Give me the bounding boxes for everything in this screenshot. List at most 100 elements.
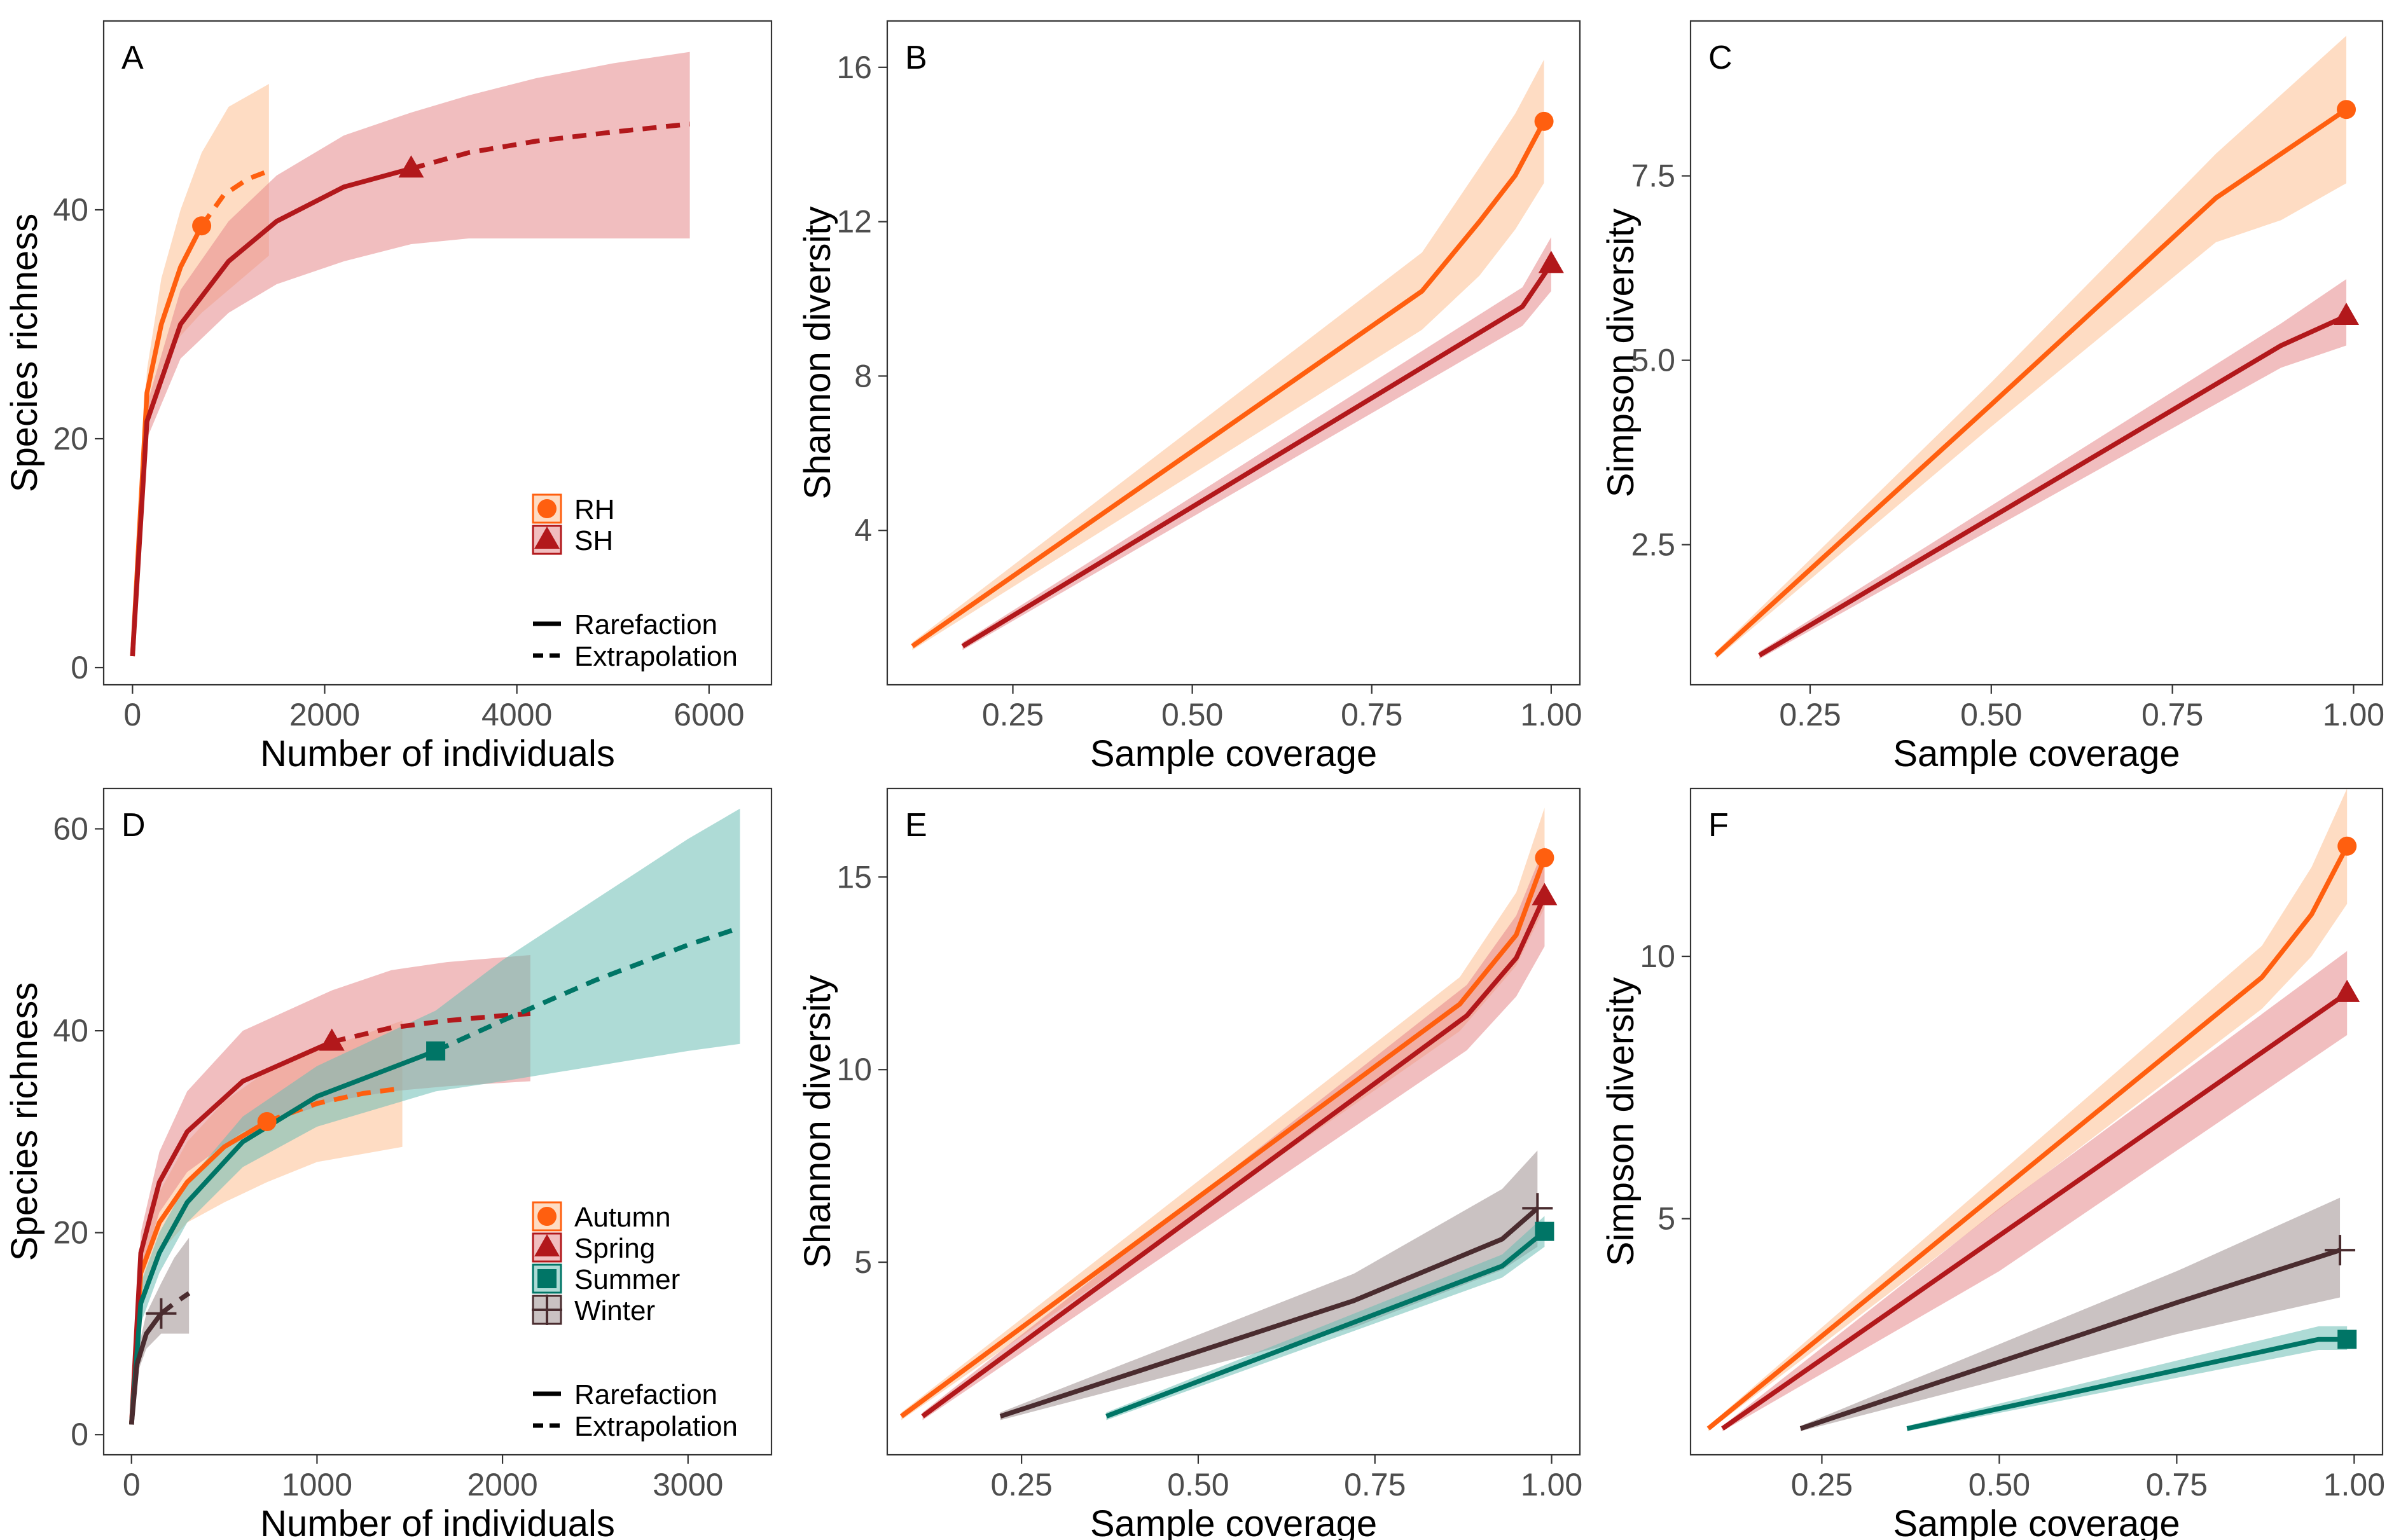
panel-D: 0 1000 2000 3000 0 20 40 60 Number of individual… (4, 787, 773, 1540)
x-tick-label: 2000 (467, 1467, 537, 1502)
marker-A-0-circle (192, 216, 212, 236)
marker-E-1-triangle (1532, 883, 1558, 905)
y-tick-label: 2.5 (1631, 527, 1675, 563)
x-tick-label: 1.00 (2323, 1467, 2385, 1502)
legend-label: Rarefaction (574, 609, 717, 640)
x-tick-label: 2000 (289, 697, 360, 732)
panel-F: 0.25 0.50 0.75 1.00 5 10 Sample coverage Simpso… (1600, 787, 2385, 1540)
ci-band-summer (1106, 1216, 1545, 1420)
y-axis-title: Shannon diversity (797, 975, 838, 1268)
x-tick-label: 0.50 (1960, 697, 2022, 732)
legend-label: Spring (574, 1233, 655, 1264)
rarefaction-line-spring (129, 1040, 333, 1425)
marker-F-1-triangle (2334, 979, 2360, 1002)
ci-band-sh (962, 237, 1551, 650)
y-tick-label: 5 (854, 1244, 872, 1280)
ci-band-rh (1715, 36, 2347, 659)
y-tick-label: 15 (836, 859, 872, 895)
extrapolation-line-summer (434, 925, 741, 1054)
ci-band-spring (1722, 951, 2348, 1431)
y-axis-title: Species richness (4, 982, 45, 1261)
marker-F-0-circle (2337, 836, 2357, 856)
legend-label: RH (574, 494, 615, 525)
marker-D-legend-2-square (537, 1269, 557, 1288)
x-tick-label: 1.00 (1521, 1467, 1582, 1502)
panel-tag: D (121, 807, 146, 844)
y-tick-label: 5.0 (1631, 343, 1675, 378)
rarefaction-line-summer (129, 1048, 437, 1425)
rarefaction-line-sh (130, 166, 412, 657)
panel-tag: F (1708, 807, 1729, 844)
marker-F-2-cross (2325, 1235, 2356, 1266)
panel-frame (102, 20, 773, 686)
panel-frame (886, 20, 1581, 686)
rarefaction-line-rh (911, 120, 1546, 649)
y-tick-label: 40 (53, 1013, 88, 1048)
rarefaction-line-sh (961, 263, 1553, 649)
legend-label: Winter (574, 1295, 655, 1326)
panel-frame (102, 787, 773, 1456)
y-tick-label: 12 (836, 204, 872, 240)
rarefaction-line-autumn (899, 856, 1547, 1419)
x-tick-label: 0 (123, 1467, 141, 1502)
marker-D-0-circle (257, 1112, 277, 1131)
panel-frame (1689, 787, 2384, 1456)
y-tick-label: 20 (53, 1215, 88, 1251)
y-tick-label: 0 (71, 1417, 88, 1452)
y-axis-title: Simpson diversity (1600, 977, 1642, 1266)
y-tick-label: 0 (71, 650, 88, 685)
marker-B-0-circle (1534, 111, 1554, 131)
legend-label: Autumn (574, 1202, 671, 1233)
x-axis-title: Number of individuals (260, 1503, 615, 1540)
marker-C-0-circle (2337, 100, 2356, 120)
x-tick-label: 0 (123, 697, 141, 732)
legend-label: Rarefaction (574, 1379, 717, 1410)
extrapolation-line-sh (410, 121, 690, 171)
y-tick-label: 10 (1640, 938, 1675, 974)
x-tick-label: 0.25 (1791, 1467, 1853, 1502)
rarefaction-line-autumn (1706, 845, 2349, 1431)
panel-C: 0.25 0.50 0.75 1.00 2.5 5.0 7.5 Sample coverage… (1600, 20, 2384, 774)
ci-band-summer (131, 808, 740, 1425)
x-axis-title: Sample coverage (1090, 1503, 1377, 1540)
legend-label: SH (574, 525, 613, 556)
legend-label: Summer (574, 1264, 680, 1295)
x-tick-label: 1.00 (1520, 697, 1582, 732)
y-axis-title: Shannon diversity (797, 206, 838, 499)
x-tick-label: 0.25 (1779, 697, 1841, 732)
rarefaction-line-spring (1721, 991, 2349, 1431)
x-axis-title: Sample coverage (1893, 1503, 2180, 1540)
rarefaction-line-summer (1105, 1229, 1546, 1419)
extrapolation-line-winter (160, 1291, 191, 1316)
marker-A-legend-0-circle (537, 499, 557, 518)
x-tick-label: 0.75 (2146, 1467, 2208, 1502)
marker-D-legend-3-cross (532, 1295, 562, 1325)
ci-band-winter (131, 1237, 190, 1425)
x-tick-label: 1.00 (2323, 697, 2384, 732)
y-axis-title: Simpson diversity (1600, 209, 1642, 497)
x-tick-label: 0.50 (1968, 1467, 2030, 1502)
marker-A-legend-1-triangle (534, 526, 560, 549)
x-tick-label: 1000 (282, 1467, 352, 1502)
panel-tag: C (1708, 39, 1733, 76)
panel-tag: B (905, 39, 927, 76)
marker-D-2-square (426, 1041, 446, 1061)
panel-frame (1689, 20, 2384, 686)
x-tick-label: 0.75 (1344, 1467, 1406, 1502)
legend-label: Extrapolation (574, 641, 738, 672)
panel-E: 0.25 0.50 0.75 1.00 5 10 15 Sample coverage Shan… (797, 787, 1582, 1540)
y-tick-label: 7.5 (1631, 158, 1675, 194)
panel-frame (886, 787, 1581, 1456)
ci-band-sh (132, 52, 690, 657)
x-tick-label: 0.50 (1167, 1467, 1229, 1502)
x-axis-title: Number of individuals (260, 733, 615, 774)
rarefaction-line-winter (1799, 1248, 2341, 1431)
marker-C-1-triangle (2334, 303, 2360, 325)
x-tick-label: 4000 (481, 697, 552, 732)
ci-band-autumn (131, 1021, 403, 1425)
ci-band-winter (1800, 1197, 2341, 1431)
y-axis-title: Species richness (4, 214, 45, 492)
rarefaction-line-spring (921, 895, 1547, 1419)
